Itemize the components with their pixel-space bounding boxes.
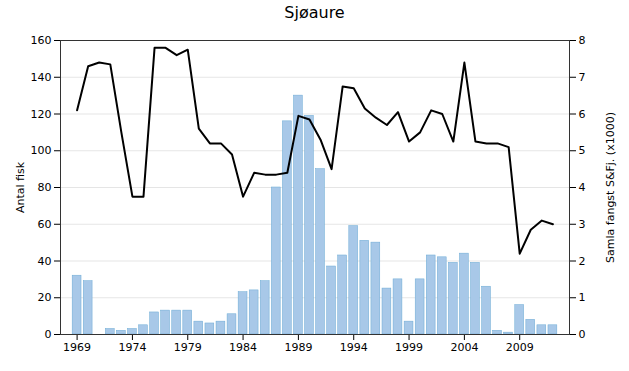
svg-text:Samla fangst S&Fj. (x1000): Samla fangst S&Fj. (x1000)	[604, 112, 617, 263]
svg-text:1999: 1999	[395, 341, 423, 354]
svg-text:2: 2	[579, 255, 586, 268]
svg-text:80: 80	[38, 181, 52, 194]
svg-text:1: 1	[579, 291, 586, 304]
svg-text:1974: 1974	[118, 341, 146, 354]
svg-text:1984: 1984	[229, 341, 257, 354]
svg-text:7: 7	[579, 71, 586, 84]
svg-text:4: 4	[579, 181, 586, 194]
svg-text:0: 0	[579, 328, 586, 341]
svg-text:6: 6	[579, 108, 586, 121]
svg-text:40: 40	[38, 255, 52, 268]
svg-text:1989: 1989	[284, 341, 312, 354]
svg-text:100: 100	[31, 144, 52, 157]
svg-text:60: 60	[38, 218, 52, 231]
svg-text:140: 140	[31, 71, 52, 84]
html-text:Sjøaure: Sjøaure	[284, 3, 345, 22]
svg-text:1979: 1979	[174, 341, 202, 354]
svg-text:20: 20	[38, 291, 52, 304]
svg-text:0: 0	[45, 328, 52, 341]
svg-text:1994: 1994	[340, 341, 368, 354]
svg-text:1969: 1969	[63, 341, 91, 354]
svg-text:3: 3	[579, 218, 586, 231]
svg-text:2009: 2009	[506, 341, 534, 354]
svg-text:160: 160	[31, 34, 52, 47]
svg-text:Antal fisk: Antal fisk	[14, 161, 27, 213]
svg-text:2004: 2004	[450, 341, 478, 354]
svg-text:8: 8	[579, 34, 586, 47]
svg-text:120: 120	[31, 108, 52, 121]
svg-text:5: 5	[579, 144, 586, 157]
